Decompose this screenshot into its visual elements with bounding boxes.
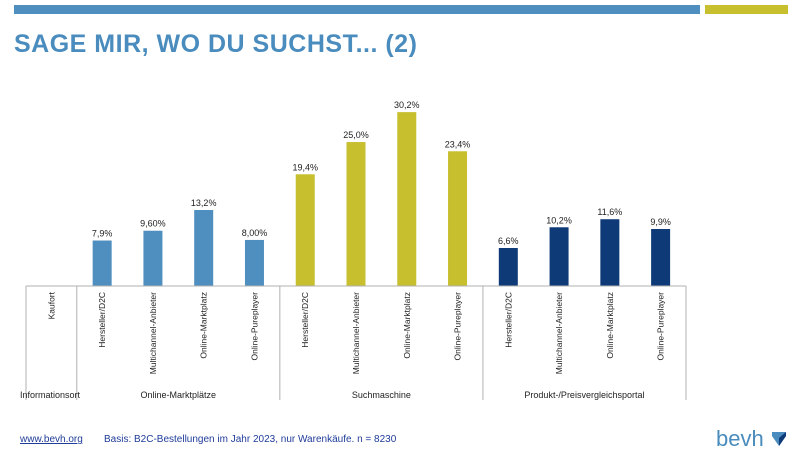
group-label-1: Suchmaschine (352, 390, 411, 400)
bar-8 (448, 151, 468, 286)
data-label-2: 9,60% (140, 219, 166, 229)
category-label-5: Hersteller/D2C (300, 292, 310, 348)
bar-1 (92, 240, 112, 286)
category-label-6: Multichannel-Anbieter (351, 292, 361, 374)
category-label-12: Online-Pureplayer (656, 292, 666, 361)
data-label-10: 10,2% (546, 215, 572, 225)
group-label-0: Online-Marktplätze (141, 390, 217, 400)
bevh-website-link[interactable]: www.bevh.org (20, 434, 83, 445)
category-label-7: Online-Marktplatz (402, 292, 412, 359)
bar-6 (346, 142, 366, 286)
category-label-2: Multichannel-Anbieter (148, 292, 158, 374)
data-label-12: 9,9% (650, 217, 671, 227)
bevh-logo-text: bevh (716, 426, 764, 451)
data-label-6: 25,0% (343, 130, 369, 140)
bar-4 (244, 239, 264, 286)
bar-7 (397, 112, 417, 286)
bevh-logo: bevh (716, 426, 796, 457)
header-accent-bar-gold (705, 5, 788, 14)
category-label-4: Online-Pureplayer (249, 292, 259, 361)
header-accent-bar-blue (14, 5, 700, 14)
row-header-label: Informationsort (20, 390, 81, 400)
logo-shield-shade-icon (779, 432, 786, 446)
bar-10 (549, 227, 569, 286)
bar-5 (295, 174, 315, 286)
category-label-0: Kaufort (46, 291, 56, 319)
category-label-10: Multichannel-Anbieter (554, 292, 564, 374)
page-title: SAGE MIR, WO DU SUCHST... (2) (14, 30, 418, 58)
data-label-3: 13,2% (191, 198, 217, 208)
bar-11 (600, 219, 620, 286)
data-label-9: 6,6% (498, 236, 519, 246)
category-label-11: Online-Marktplatz (605, 292, 615, 359)
category-label-8: Online-Pureplayer (453, 292, 463, 361)
data-label-1: 7,9% (92, 229, 113, 239)
data-label-7: 30,2% (394, 100, 420, 110)
bar-9 (498, 248, 518, 286)
data-label-11: 11,6% (597, 207, 622, 217)
category-label-3: Online-Marktplatz (199, 292, 209, 359)
footer-basis-note: Basis: B2C-Bestellungen im Jahr 2023, nu… (104, 434, 397, 445)
bevh-logo-mark: bevh (716, 426, 786, 451)
bar-12 (651, 229, 671, 286)
group-label-2: Produkt-/Preisvergleichsportal (524, 390, 644, 400)
bar-2 (143, 230, 163, 286)
category-label-9: Hersteller/D2C (503, 292, 513, 348)
data-label-4: 8,00% (242, 228, 268, 238)
category-label-1: Hersteller/D2C (97, 292, 107, 348)
bar-3 (194, 210, 214, 286)
data-label-5: 19,4% (292, 162, 318, 172)
data-label-8: 23,4% (445, 139, 471, 149)
